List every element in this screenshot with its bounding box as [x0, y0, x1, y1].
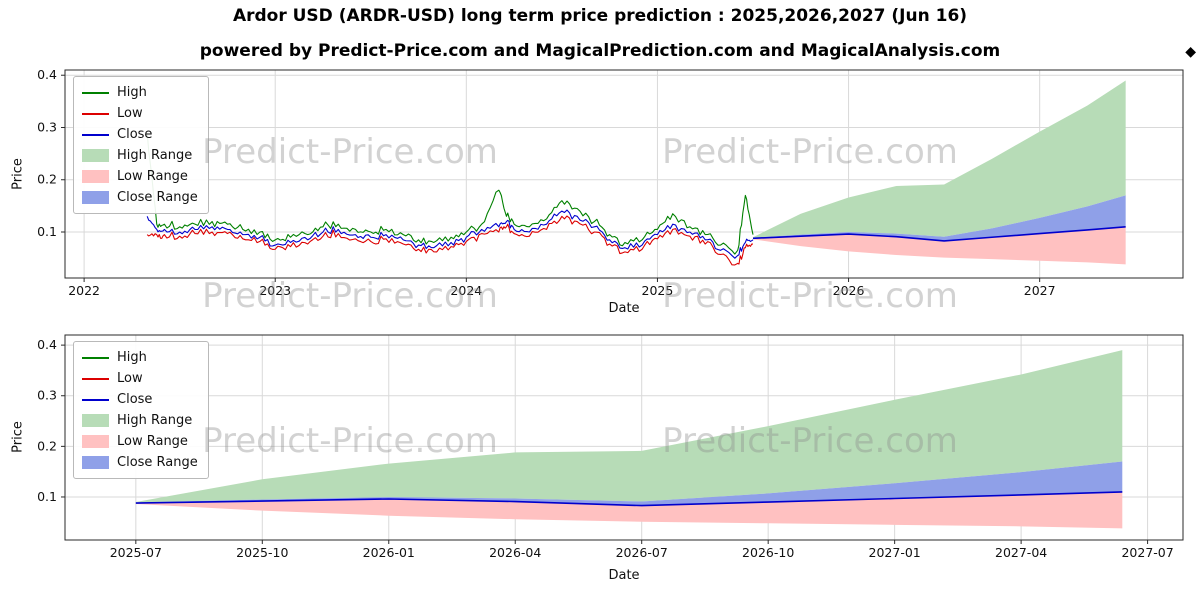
high-range-area: [753, 80, 1126, 238]
legend-patch-swatch: [82, 149, 109, 162]
close-range-area: [135, 461, 1123, 506]
legend-line-swatch: [82, 133, 109, 136]
chart-subtitle: powered by Predict-Price.com and Magical…: [199, 41, 1001, 61]
y-tick-label: 0.2: [37, 172, 57, 187]
legend-item-high: High: [82, 82, 198, 103]
y-tick-label: 0.4: [37, 67, 57, 82]
legend-patch-swatch: [82, 191, 109, 204]
y-axis-label-top: Price: [10, 158, 26, 190]
low-history-line: [146, 215, 754, 266]
x-tick-label: 2025-10: [236, 545, 288, 560]
legend-item-close-range: Close Range: [82, 452, 198, 473]
legend-label: High Range: [117, 413, 193, 428]
diamond-icon: ◆: [1185, 44, 1196, 60]
x-tick-label: 2027-01: [869, 545, 921, 560]
x-axis-label-top: Date: [608, 301, 640, 316]
legend-item-low: Low: [82, 368, 198, 389]
legend-label: Low Range: [117, 434, 188, 449]
legend-label: Low Range: [117, 169, 188, 184]
x-tick-label: 2027-04: [995, 545, 1047, 560]
chart-title: Ardor USD (ARDR-USD) long term price pre…: [232, 6, 968, 26]
legend-item-close: Close: [82, 389, 198, 410]
y-tick-label: 0.3: [37, 119, 57, 134]
legend-item-low-range: Low Range: [82, 166, 198, 187]
x-tick-label: 2026-01: [363, 545, 415, 560]
legend-patch-swatch: [82, 414, 109, 427]
legend-line-swatch: [82, 377, 109, 380]
low-range-area: [135, 491, 1123, 529]
legend-label: Close Range: [117, 455, 198, 470]
y-tick-label: 0.3: [37, 388, 57, 403]
low-range-area: [753, 226, 1126, 265]
x-tick-label: 2026-04: [489, 545, 541, 560]
y-tick-label: 0.1: [37, 489, 57, 504]
legend-label: Close: [117, 127, 153, 142]
x-tick-label: 2025: [642, 283, 674, 298]
x-tick-label: 2026: [833, 283, 865, 298]
y-tick-label: 0.4: [37, 337, 57, 352]
legend-line-swatch: [82, 112, 109, 115]
plot-border: [64, 69, 1184, 279]
x-tick-label: 2025-07: [110, 545, 162, 560]
legend-item-high-range: High Range: [82, 145, 198, 166]
high-range-area: [135, 350, 1123, 503]
x-axis-label-bottom: Date: [608, 568, 640, 583]
y-axis-label-bottom: Price: [10, 421, 26, 453]
x-tick-label: 2027-07: [1121, 545, 1173, 560]
close-prediction-line: [752, 225, 1126, 242]
legend-item-high-range: High Range: [82, 410, 198, 431]
y-tick-label: 0.2: [37, 438, 57, 453]
legend-label: High Range: [117, 148, 193, 163]
price-chart-bottom: 2025-07 2025-10 2026-01 2026-04 2026-07 2026-…: [37, 334, 1184, 560]
legend: High Low Close High Range Low Range Close Ran…: [73, 76, 209, 214]
legend: High Low Close High Range Low Range Close Ran…: [73, 341, 209, 479]
x-tick-label: 2023: [259, 283, 291, 298]
legend-label: High: [117, 350, 147, 365]
close-prediction-line: [135, 491, 1123, 507]
legend-line-swatch: [82, 91, 109, 94]
legend-patch-swatch: [82, 456, 109, 469]
y-tick-label: 0.1: [37, 224, 57, 239]
x-tick-label: 2022: [68, 283, 100, 298]
plot-border: [64, 334, 1184, 541]
x-tick-label: 2024: [450, 283, 482, 298]
legend-item-close: Close: [82, 124, 198, 145]
legend-line-swatch: [82, 356, 109, 359]
x-tick-label: 2027: [1024, 283, 1056, 298]
close-range-area: [753, 195, 1126, 241]
legend-item-high: High: [82, 347, 198, 368]
x-tick-label: 2026-07: [616, 545, 668, 560]
close-history-line: [146, 209, 754, 259]
legend-item-close-range: Close Range: [82, 187, 198, 208]
legend-label: High: [117, 85, 147, 100]
legend-patch-swatch: [82, 170, 109, 183]
legend-patch-swatch: [82, 435, 109, 448]
x-tick-label: 2026-10: [742, 545, 794, 560]
legend-item-low: Low: [82, 103, 198, 124]
price-chart-top: 2022 2023 2024 2025 2026 2027 0.1 0.2 0.3 0.4: [37, 67, 1184, 298]
legend-label: Low: [117, 371, 143, 386]
legend-label: Close: [117, 392, 153, 407]
legend-label: Low: [117, 106, 143, 121]
high-history-line: [146, 132, 754, 255]
legend-item-low-range: Low Range: [82, 431, 198, 452]
legend-line-swatch: [82, 398, 109, 401]
legend-label: Close Range: [117, 190, 198, 205]
